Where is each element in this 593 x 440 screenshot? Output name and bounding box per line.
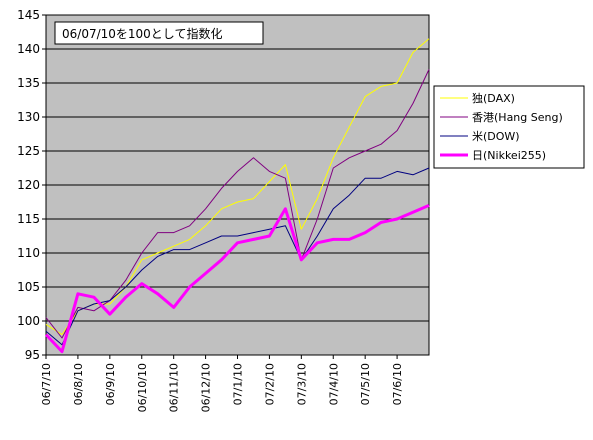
- legend: 独(DAX) 香港(Hang Seng) 米(DOW) 日(Nikkei255): [433, 85, 585, 169]
- y-tick-label: 120: [17, 178, 40, 192]
- series-line-3: [44, 204, 430, 354]
- y-tick-label: 130: [17, 110, 40, 124]
- x-tick-label: 07/2/10: [263, 363, 276, 405]
- y-tick-label: 110: [17, 246, 40, 260]
- legend-label: 日(Nikkei255): [472, 149, 546, 162]
- legend-label: 香港(Hang Seng): [472, 111, 563, 124]
- x-tick-label: 06/9/10: [104, 363, 117, 405]
- x-tick-label: 06/7/10: [40, 363, 53, 405]
- y-tick-label: 125: [17, 144, 40, 158]
- x-tick-label: 06/12/10: [200, 363, 213, 412]
- y-tick-label: 140: [17, 42, 40, 56]
- y-tick-label: 95: [25, 348, 40, 362]
- legend-label: 米(DOW): [472, 130, 520, 143]
- x-tick-label: 07/5/10: [359, 363, 372, 405]
- x-tick-label: 07/3/10: [295, 363, 308, 405]
- y-tick-label: 115: [17, 212, 40, 226]
- chart-title: 06/07/10を100として指数化: [62, 26, 222, 41]
- chart-title-background: [54, 21, 264, 45]
- y-tick-label: 135: [17, 76, 40, 90]
- x-tick-label: 06/10/10: [136, 363, 149, 412]
- y-tick-label: 100: [17, 314, 40, 328]
- legend-items: 独(DAX) 香港(Hang Seng) 米(DOW) 日(Nikkei255): [440, 92, 563, 162]
- x-tick-label: 07/6/10: [391, 363, 404, 405]
- x-axis-ticks: 06/7/10 06/8/10 06/9/10 06/10/10 06/11/10 06/…: [40, 355, 404, 412]
- series-line-2: [45, 167, 430, 346]
- y-axis-ticks: 95 100 105 110 115 120 125 130 135 140 145: [17, 8, 46, 362]
- x-tick-label: 06/8/10: [72, 363, 85, 405]
- chart-title-box: 06/07/10を100として指数化: [54, 21, 264, 45]
- legend-background: [433, 85, 585, 169]
- x-tick-label: 07/1/10: [232, 363, 245, 405]
- series-line-0: [45, 38, 430, 336]
- legend-label: 独(DAX): [472, 92, 515, 105]
- x-tick-label: 06/11/10: [168, 363, 181, 412]
- y-tick-label: 105: [17, 280, 40, 294]
- x-tick-label: 07/4/10: [327, 363, 340, 405]
- series-layer: [44, 38, 430, 354]
- y-tick-label: 145: [17, 8, 40, 22]
